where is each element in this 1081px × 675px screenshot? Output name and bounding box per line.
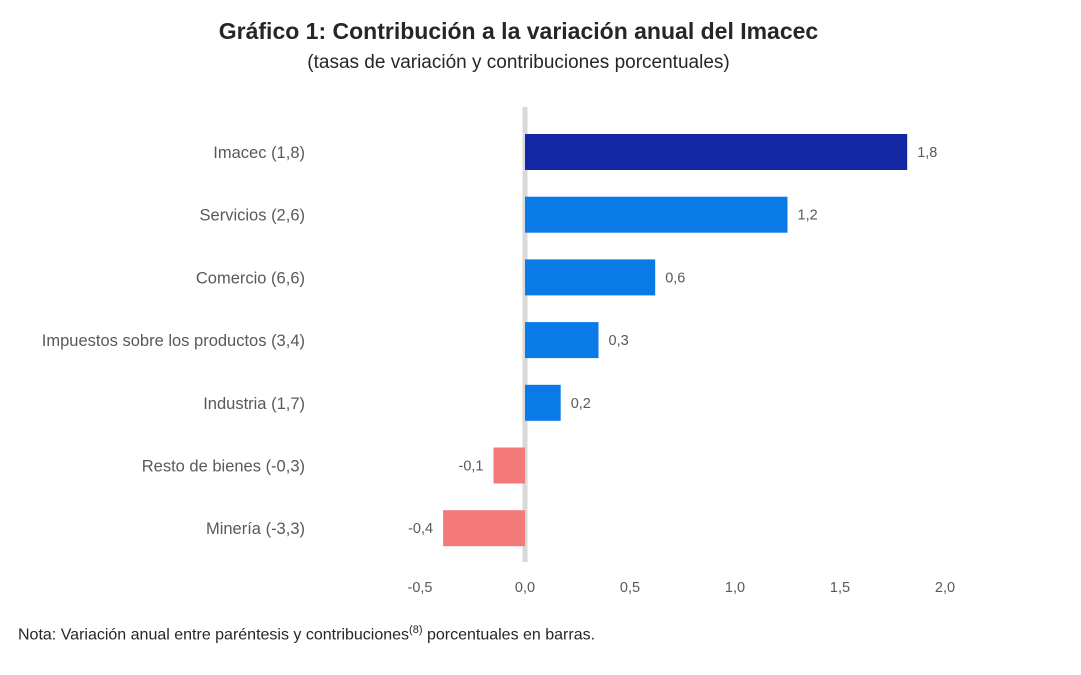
data-label: 0,2 xyxy=(571,396,591,412)
chart-title: Gráfico 1: Contribución a la variación a… xyxy=(218,18,819,44)
category-label: Imacec (1,8) xyxy=(213,144,305,162)
category-label: Comercio (6,6) xyxy=(196,269,305,287)
x-tick-label: -0,5 xyxy=(408,580,433,596)
x-tick-label: 0,0 xyxy=(515,580,535,596)
bar xyxy=(525,259,656,296)
bar xyxy=(443,510,525,547)
note-text-end: porcentuales en barras. xyxy=(422,626,596,644)
bar xyxy=(525,196,788,233)
x-tick-label: 2,0 xyxy=(935,580,955,596)
x-tick-label: 1,0 xyxy=(725,580,745,596)
x-tick-label: 0,5 xyxy=(620,580,640,596)
category-label: Servicios (2,6) xyxy=(200,207,305,225)
category-label: Minería (-3,3) xyxy=(206,520,305,538)
data-label: -0,4 xyxy=(408,521,433,537)
category-label: Impuestos sobre los productos (3,4) xyxy=(42,332,305,350)
bar xyxy=(525,134,908,170)
category-label: Resto de bienes (-0,3) xyxy=(142,458,305,476)
x-tick-label: 1,5 xyxy=(830,580,850,596)
note-superscript: (8) xyxy=(409,624,423,636)
note-text: Nota: Variación anual entre paréntesis y… xyxy=(18,626,410,644)
bar xyxy=(525,322,599,359)
data-label: 1,2 xyxy=(798,208,818,224)
bar xyxy=(493,447,525,484)
data-label: 1,8 xyxy=(917,145,937,161)
bar-chart: Imacec (1,8) 1,8 Servicios (2,6) 1,2 Comerci… xyxy=(42,107,955,596)
chart-note: Nota: Variación anual entre paréntesis y… xyxy=(18,624,595,644)
data-label: 0,6 xyxy=(665,270,685,286)
bar xyxy=(525,384,561,421)
chart-subtitle: (tasas de variación y contribuciones por… xyxy=(307,52,730,73)
data-label: -0,1 xyxy=(459,459,484,475)
category-label: Industria (1,7) xyxy=(203,395,305,413)
data-label: 0,3 xyxy=(609,333,629,349)
